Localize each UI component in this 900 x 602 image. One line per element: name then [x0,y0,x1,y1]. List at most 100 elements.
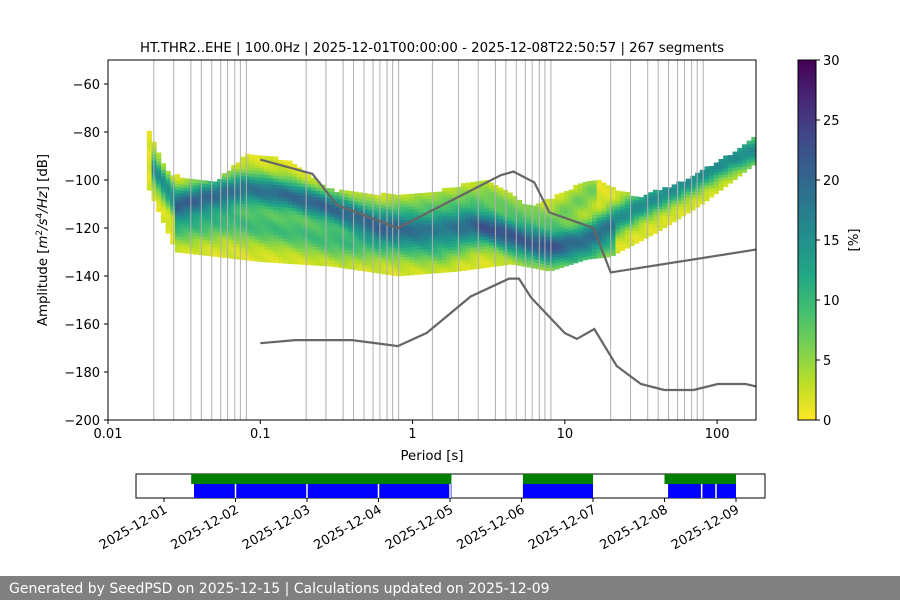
density-cell [554,231,560,236]
density-cell [203,242,209,247]
density-cell [446,190,452,195]
density-cell [170,194,176,198]
density-cell [413,205,420,210]
density-cell [287,163,293,168]
density-cell [334,213,340,218]
density-cell [620,206,626,211]
density-cell [357,261,363,265]
density-cell [160,210,167,214]
density-cell [254,161,260,165]
density-cell [189,222,195,227]
density-cell [624,213,630,218]
density-cell [353,191,359,196]
density-cell [610,246,616,250]
density-cell [278,253,284,258]
density-cell [174,183,181,188]
density-cell [451,193,457,198]
density-cell [512,236,518,240]
density-cell [615,218,621,223]
density-cell [259,177,265,181]
density-cell [273,259,279,264]
density-cell [310,261,316,266]
density-cell [343,262,349,266]
density-cell [306,205,312,210]
density-cell [395,213,401,218]
density-cell [306,239,312,244]
density-cell [179,177,185,182]
density-cell [507,201,513,206]
density-cell [320,218,326,223]
density-cell [226,220,232,225]
density-cell [273,187,279,192]
density-cell [371,231,377,236]
density-cell [343,190,349,194]
density-cell [287,210,293,215]
density-cell [512,239,518,244]
density-cell [451,218,457,223]
density-cell [437,191,443,196]
density-cell [357,223,363,228]
density-cell [324,200,331,205]
density-cell [362,211,368,216]
density-cell [666,218,673,223]
density-cell [629,236,635,240]
density-cell [306,249,312,253]
density-cell [217,250,223,255]
density-cell [165,186,171,191]
density-cell [568,208,574,212]
density-cell [629,230,635,234]
density-cell [348,203,354,208]
density-cell [488,232,495,236]
density-cell [587,202,593,207]
density-cell [554,203,560,207]
density-cell [554,253,560,257]
density-cell [498,196,504,201]
density-cell [343,193,349,197]
density-cell [704,191,710,195]
colorbar-tick-label: 15 [823,234,840,249]
density-cell [428,226,434,231]
density-cell [648,207,654,212]
density-cell [460,236,466,240]
density-cell [240,166,246,170]
density-cell [165,174,171,178]
density-cell [526,207,532,212]
density-cell [306,183,312,188]
density-cell [165,202,171,206]
density-cell [278,181,284,186]
density-cell [362,258,368,263]
density-cell [282,241,288,245]
density-cell [165,220,171,225]
density-cell [296,170,302,175]
density-cell [170,184,176,189]
density-cell [259,255,265,259]
density-cell [727,155,733,159]
density-cell [535,209,541,214]
density-cell [615,206,621,210]
density-cell [568,261,574,265]
density-cell [207,246,213,251]
density-cell [357,239,363,243]
density-cell [353,194,359,199]
density-cell [245,238,251,242]
density-cell [212,181,218,186]
density-cell [301,220,307,225]
density-cell [296,176,302,181]
density-cell [423,205,429,209]
density-cell [432,213,438,218]
density-cell [338,192,345,197]
density-cell [399,260,405,264]
density-cell [413,249,420,254]
density-cell [554,219,560,223]
density-cell [385,196,391,201]
density-cell [249,179,256,184]
density-cell [259,239,265,244]
density-cell [357,232,363,237]
density-cell [592,199,598,203]
density-cell [174,217,181,222]
density-cell [399,235,405,239]
density-cell [498,228,504,232]
density-cell [376,248,382,252]
density-cell [207,215,213,219]
density-cell [676,197,682,201]
